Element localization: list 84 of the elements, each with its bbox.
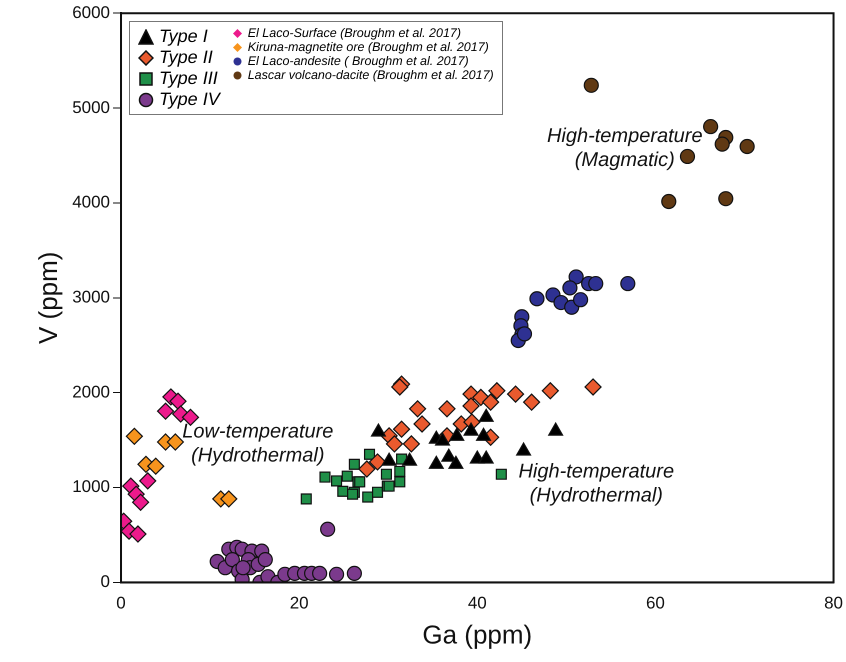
point	[714, 136, 730, 152]
point	[392, 420, 410, 438]
point	[235, 560, 251, 576]
x-tick-label: 0	[116, 593, 126, 612]
y-tick-label: 0	[100, 572, 110, 592]
point	[156, 402, 174, 420]
point	[258, 552, 273, 568]
y-tick-label: 6000	[72, 2, 110, 22]
x-tick-label: 80	[824, 593, 844, 612]
legend-label: Type IV	[159, 89, 220, 110]
x-tick-label: 20	[290, 593, 309, 612]
y-tick-label: 5000	[72, 98, 110, 117]
point	[620, 276, 636, 292]
point	[529, 291, 545, 306]
point	[482, 394, 500, 411]
point	[391, 378, 408, 396]
point	[337, 486, 348, 497]
annotation: Low-temperature (Hydrothermal)	[182, 420, 334, 467]
point	[718, 191, 734, 206]
legend-label: Kiruna-magnetite ore (Broughm et al. 2017)	[248, 40, 489, 54]
point	[132, 494, 150, 511]
legend-label: Type I	[159, 26, 208, 48]
point	[703, 118, 718, 134]
point	[372, 486, 384, 498]
point	[380, 468, 392, 480]
point	[368, 453, 386, 471]
y-tick-label: 2000	[72, 382, 110, 402]
point	[358, 460, 376, 478]
point	[220, 490, 238, 508]
point	[573, 292, 588, 308]
x-axis-title: Ga (ppm)	[422, 620, 532, 650]
point	[300, 493, 312, 504]
legend-label: Type III	[159, 68, 218, 90]
point	[488, 382, 506, 400]
y-tick-label: 3000	[72, 287, 110, 306]
point	[568, 269, 584, 285]
point	[409, 400, 426, 418]
point	[346, 566, 362, 581]
legend-label: El Laco-Surface (Broughm et al. 2017)	[248, 26, 462, 40]
point	[523, 394, 540, 411]
legend-label: Lascar volcano-dacite (Broughm et al. 2017)	[248, 68, 494, 82]
legend-label: El Laco-andesite ( Broughm et al. 2017)	[248, 54, 469, 68]
point	[584, 378, 602, 396]
point	[147, 458, 164, 475]
x-tick-label: 60	[646, 593, 665, 612]
annotation: High-temperature (Hydrothermal)	[518, 460, 674, 506]
point	[394, 466, 406, 477]
point	[224, 552, 240, 568]
point	[394, 476, 406, 488]
point	[562, 280, 578, 296]
point	[462, 397, 480, 415]
point	[129, 525, 147, 543]
point	[740, 138, 755, 154]
point	[680, 148, 696, 164]
point	[362, 491, 374, 503]
point	[139, 472, 156, 490]
point	[348, 458, 360, 470]
point	[402, 435, 420, 452]
point	[331, 475, 342, 486]
point	[496, 468, 507, 480]
point	[506, 385, 524, 403]
point	[166, 433, 184, 451]
legend-label: Type II	[159, 47, 213, 68]
point	[438, 400, 456, 418]
y-axis-title: V (ppm)	[32, 252, 63, 344]
y-tick-label: 4000	[72, 192, 110, 212]
point	[312, 566, 328, 581]
point	[413, 415, 431, 433]
point	[386, 435, 404, 452]
point	[364, 448, 376, 460]
point	[588, 276, 604, 292]
y-tick-label: 1000	[72, 477, 110, 496]
point	[542, 382, 559, 400]
point	[328, 566, 344, 582]
point	[126, 428, 143, 445]
point	[320, 522, 336, 537]
point	[169, 392, 187, 410]
point	[516, 326, 532, 342]
x-tick-label: 40	[468, 593, 487, 612]
point	[661, 194, 676, 210]
point	[584, 78, 599, 93]
annotation: High-temperature (Magmatic)	[546, 125, 703, 172]
point	[319, 472, 331, 483]
point	[342, 470, 353, 482]
